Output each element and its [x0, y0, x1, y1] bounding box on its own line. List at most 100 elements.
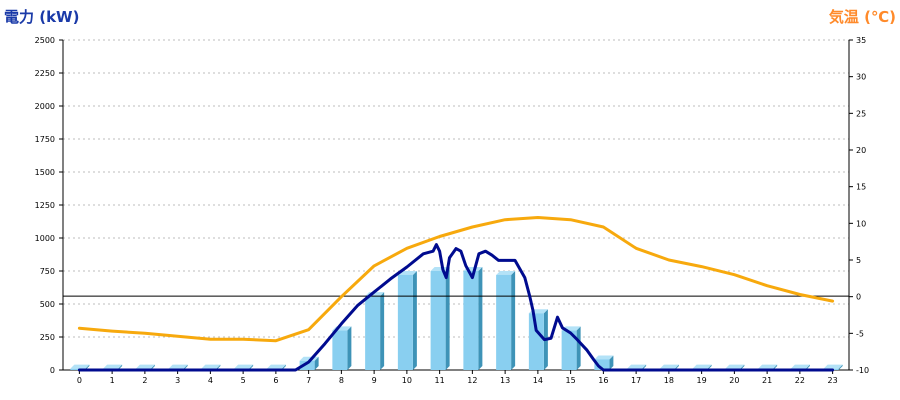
bar-top — [70, 364, 90, 369]
bar-front — [463, 271, 479, 370]
right-tick-label: 15 — [856, 183, 866, 192]
x-tick-label: 2 — [142, 376, 147, 385]
bar-front — [496, 274, 512, 370]
bar-top — [823, 364, 843, 369]
x-tick-label: 5 — [241, 376, 246, 385]
right-tick-label: 30 — [856, 73, 866, 82]
bar-side — [380, 292, 385, 370]
axes — [59, 39, 853, 374]
power-bars — [70, 267, 843, 370]
left-tick-label: 500 — [40, 300, 55, 309]
x-tick-label: 23 — [828, 376, 838, 385]
x-tick-label: 10 — [402, 376, 412, 385]
right-tick-label: 10 — [856, 219, 866, 228]
x-tick-label: 7 — [306, 376, 311, 385]
x-tick-label: 21 — [762, 376, 772, 385]
bar-side — [314, 356, 319, 370]
bar-front — [397, 274, 413, 370]
x-tick-label: 8 — [339, 376, 344, 385]
bar-top — [496, 270, 516, 275]
x-tick-label: 1 — [110, 376, 115, 385]
bar-front — [594, 359, 610, 370]
x-tick-label: 12 — [467, 376, 477, 385]
bar-front — [430, 271, 446, 370]
left-tick-label: 2500 — [35, 36, 55, 45]
bar-front — [332, 330, 348, 370]
power-bar — [594, 355, 614, 370]
tick-labels: 02505007501000125015001750200022502500-1… — [35, 36, 869, 385]
x-tick-label: 14 — [533, 376, 543, 385]
bar-front — [365, 296, 381, 370]
bar-top — [594, 355, 614, 360]
left-tick-label: 750 — [40, 267, 55, 276]
x-tick-label: 4 — [208, 376, 213, 385]
left-tick-label: 2250 — [35, 69, 55, 78]
power-bar — [496, 270, 516, 370]
x-tick-label: 11 — [435, 376, 445, 385]
x-tick-label: 20 — [729, 376, 739, 385]
bar-top — [725, 364, 745, 369]
bar-top — [397, 270, 417, 275]
right-tick-label: 0 — [856, 293, 861, 302]
right-tick-label: -5 — [856, 329, 864, 338]
right-tick-label: 5 — [856, 256, 861, 265]
bar-top — [103, 364, 123, 369]
bar-top — [234, 364, 254, 369]
series-lines — [63, 216, 849, 372]
bar-side — [412, 270, 417, 370]
x-tick-label: 19 — [697, 376, 707, 385]
temperature-line — [77, 216, 835, 343]
power-bar — [332, 326, 352, 370]
left-tick-label: 2000 — [35, 102, 55, 111]
bar-top — [790, 364, 810, 369]
bar-side — [478, 267, 483, 370]
bar-side — [576, 326, 581, 370]
right-tick-label: 20 — [856, 146, 866, 155]
bar-side — [511, 270, 516, 370]
x-tick-label: 18 — [664, 376, 674, 385]
x-tick-label: 13 — [500, 376, 510, 385]
bar-top — [430, 267, 450, 271]
left-axis-title: 電力 (kW) — [4, 8, 79, 26]
bar-top — [758, 364, 778, 369]
bar-front — [561, 330, 577, 370]
power-bar — [365, 292, 385, 370]
bar-top — [627, 364, 647, 369]
left-tick-label: 0 — [50, 366, 55, 375]
bar-front — [299, 360, 315, 370]
bar-top — [266, 364, 286, 369]
bar-front — [528, 313, 544, 370]
x-tick-label: 16 — [598, 376, 608, 385]
power-bar — [430, 267, 450, 370]
left-tick-label: 1750 — [35, 135, 55, 144]
bar-side — [838, 364, 843, 370]
power-bar — [463, 267, 483, 370]
right-tick-label: 35 — [856, 36, 866, 45]
bar-top — [659, 364, 679, 369]
bar-top — [168, 364, 188, 369]
bar-side — [347, 326, 352, 370]
right-axis-title: 気温 (℃) — [829, 8, 896, 26]
left-tick-label: 1250 — [35, 201, 55, 210]
power-bar — [561, 326, 581, 370]
bar-top — [692, 364, 712, 369]
left-tick-label: 1500 — [35, 168, 55, 177]
x-tick-label: 0 — [77, 376, 82, 385]
x-tick-label: 9 — [372, 376, 377, 385]
bar-top — [201, 364, 221, 369]
left-tick-label: 250 — [40, 333, 55, 342]
left-tick-label: 1000 — [35, 234, 55, 243]
power-bar — [397, 270, 417, 370]
x-tick-label: 6 — [273, 376, 278, 385]
x-tick-label: 22 — [795, 376, 805, 385]
right-tick-label: -10 — [856, 366, 869, 375]
bar-top — [135, 364, 155, 369]
bar-side — [445, 267, 450, 370]
right-tick-label: 25 — [856, 109, 866, 118]
grid-lines — [63, 39, 849, 338]
x-tick-label: 3 — [175, 376, 180, 385]
x-tick-label: 17 — [631, 376, 641, 385]
x-tick-label: 15 — [566, 376, 576, 385]
bar-side — [609, 355, 614, 370]
